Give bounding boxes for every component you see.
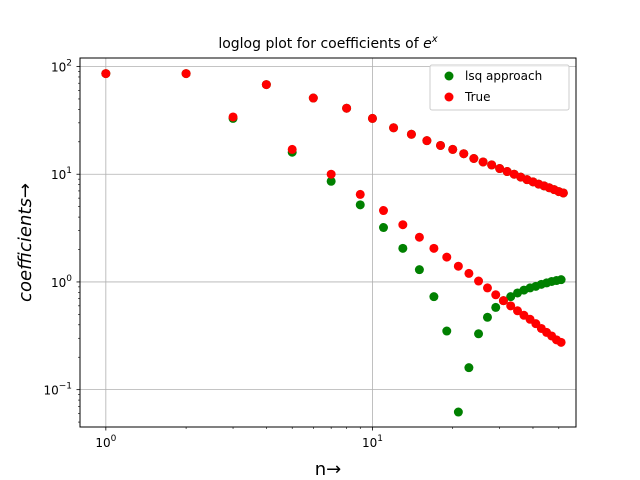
y-tick-label: 102: [51, 59, 72, 75]
data-point: [414, 265, 424, 275]
y-tick-label: 101: [51, 166, 72, 182]
data-point: [287, 144, 297, 154]
data-point: [482, 312, 492, 322]
legend-marker-true: [444, 92, 454, 102]
data-point: [448, 144, 458, 154]
data-point: [326, 176, 336, 186]
data-point: [422, 136, 432, 146]
data-point: [474, 329, 484, 339]
y-tick-label: 10−1: [43, 382, 72, 398]
data-point: [261, 80, 271, 90]
data-point: [389, 123, 399, 133]
data-point: [436, 140, 446, 150]
axis-ticks: 100 101 10−1 100 101 102: [43, 59, 560, 450]
series-lsq-approach: [101, 69, 568, 417]
data-point: [429, 292, 439, 302]
x-axis-label: n→: [315, 459, 342, 480]
data-point: [556, 275, 566, 285]
data-point: [406, 129, 416, 139]
data-points: [101, 69, 568, 417]
data-point: [491, 290, 501, 300]
data-point: [474, 276, 484, 286]
x-tick-label: 100: [95, 434, 116, 450]
data-point: [464, 363, 474, 373]
data-point: [367, 113, 377, 123]
data-point: [498, 296, 508, 306]
y-tick-label: 100: [51, 274, 72, 290]
data-point: [506, 292, 516, 302]
data-point: [487, 160, 497, 170]
data-point: [459, 149, 469, 159]
data-point: [414, 232, 424, 242]
data-point: [378, 223, 388, 233]
data-point: [453, 407, 463, 417]
data-point: [355, 189, 365, 199]
data-point: [228, 112, 238, 122]
data-point: [495, 164, 505, 174]
data-point: [558, 188, 568, 198]
data-point: [429, 243, 439, 253]
data-point: [478, 157, 488, 167]
data-point: [398, 220, 408, 230]
data-point: [342, 103, 352, 113]
y-axis-label: coefficients→: [15, 183, 36, 302]
axes-frame: [79, 57, 577, 428]
data-point: [464, 268, 474, 278]
data-point: [308, 93, 318, 103]
data-point: [482, 283, 492, 293]
legend-box: [429, 64, 570, 111]
data-point: [181, 69, 191, 79]
legend-label-true: True: [464, 90, 491, 104]
legend: lsq approach True: [429, 64, 570, 111]
chart-title: loglog plot for coefficients of ex: [218, 34, 437, 52]
data-point: [469, 153, 479, 163]
series-true: [101, 69, 568, 347]
data-point: [442, 252, 452, 262]
data-point: [398, 243, 408, 253]
data-point: [326, 169, 336, 179]
x-tick-label: 101: [362, 434, 383, 450]
data-point: [556, 337, 566, 347]
data-point: [502, 167, 512, 177]
data-point: [378, 206, 388, 216]
data-point: [355, 200, 365, 210]
data-point: [506, 301, 516, 311]
legend-label-lsq: lsq approach: [465, 69, 542, 83]
grid-lines: [80, 58, 576, 427]
legend-marker-lsq: [444, 71, 454, 81]
data-point: [453, 261, 463, 271]
data-point: [491, 302, 501, 312]
data-point: [442, 326, 452, 336]
data-point: [513, 306, 523, 316]
data-point: [101, 69, 111, 79]
